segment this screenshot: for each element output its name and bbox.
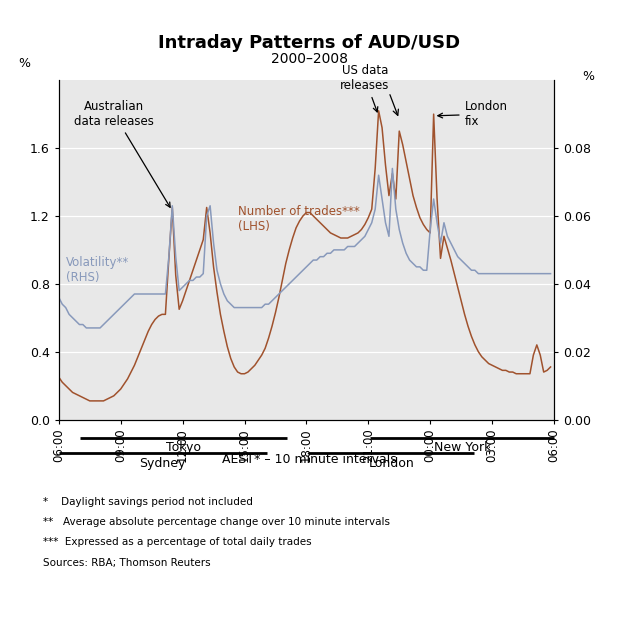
Text: **   Average absolute percentage change over 10 minute intervals: ** Average absolute percentage change ov…: [43, 517, 391, 527]
Text: Sydney: Sydney: [139, 457, 186, 470]
Text: Intraday Patterns of AUD/USD: Intraday Patterns of AUD/USD: [158, 34, 461, 52]
Text: Sources: RBA; Thomson Reuters: Sources: RBA; Thomson Reuters: [43, 558, 211, 568]
Text: AEST* – 10 minute intervals: AEST* – 10 minute intervals: [222, 453, 397, 466]
Text: New York: New York: [433, 441, 491, 454]
Text: London
fix: London fix: [438, 100, 508, 128]
Y-axis label: %: %: [18, 57, 30, 70]
Text: Australian
data releases: Australian data releases: [74, 100, 170, 207]
Y-axis label: %: %: [582, 70, 595, 83]
Text: *    Daylight savings period not included: * Daylight savings period not included: [43, 497, 253, 507]
Text: Tokyo: Tokyo: [166, 441, 201, 454]
Text: US data
releases: US data releases: [340, 64, 389, 112]
Text: 2000–2008: 2000–2008: [271, 52, 348, 67]
Text: ***  Expressed as a percentage of total daily trades: *** Expressed as a percentage of total d…: [43, 537, 312, 547]
Text: London: London: [368, 457, 414, 470]
Text: Number of trades***
(LHS): Number of trades*** (LHS): [238, 205, 360, 233]
Text: Volatility**
(RHS): Volatility** (RHS): [66, 256, 129, 284]
